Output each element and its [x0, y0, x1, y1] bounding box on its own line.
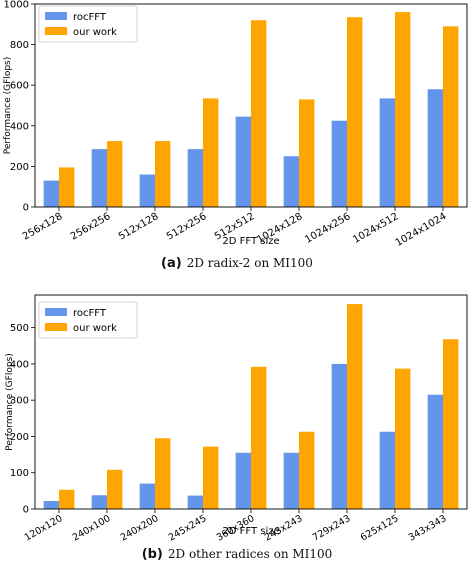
chart-a-legend-label: our work — [73, 27, 117, 38]
chart-b-xtick-label: 625x125 — [359, 513, 401, 543]
chart-a-ytick-label: 1000 — [4, 0, 29, 11]
chart-a-bar-ourwork — [155, 141, 171, 207]
chart-a-bar-ourwork — [203, 98, 219, 207]
chart-a-bar-rocfft — [235, 116, 251, 207]
chart-a-bar-ourwork — [59, 167, 75, 207]
chart-a-xlabel: 2D FFT size — [222, 236, 279, 247]
chart-a-legend-label: rocFFT — [73, 12, 107, 23]
chart-b-ytick-label: 0 — [23, 505, 29, 516]
chart-a-xtick-label: 256x256 — [69, 211, 113, 243]
chart-a-xtick-label: 1024x256 — [303, 211, 352, 246]
caption-a-text: 2D radix-2 on MI100 — [186, 256, 313, 270]
chart-a-xtick-label: 256x128 — [21, 211, 65, 243]
chart-b-bar-ourwork — [347, 304, 363, 509]
chart-b-bar-ourwork — [299, 431, 315, 509]
chart-b-legend-swatch — [45, 323, 67, 331]
chart-a-bar-rocfft — [283, 156, 299, 207]
chart-b-legend-label: rocFFT — [73, 308, 107, 319]
chart-a-ytick-label: 0 — [23, 203, 29, 214]
chart-b-xtick-label: 343x343 — [407, 513, 449, 543]
chart-a-ylabel: Performance (GFlops) — [3, 57, 13, 154]
chart-a-legend-swatch — [45, 12, 67, 20]
chart-a-bar-rocfft — [379, 98, 395, 207]
caption-a-label: (a) — [161, 256, 182, 271]
caption-b: (b) 2D other radices on MI100 — [0, 547, 474, 562]
chart-b-xtick-label: 120x120 — [23, 513, 65, 543]
chart-a-ytick-label: 400 — [10, 121, 29, 132]
chart-b-bar-ourwork — [395, 368, 411, 509]
chart-b-bar-ourwork — [155, 438, 171, 509]
chart-a-bar-rocfft — [187, 149, 203, 207]
chart-b-bar-ourwork — [107, 469, 123, 509]
chart-a-axes-frame — [34, 3, 468, 208]
chart-a-ytick-label: 600 — [10, 81, 29, 92]
caption-a: (a) 2D radix-2 on MI100 — [0, 256, 474, 271]
chart-a-bar-ourwork — [107, 141, 123, 207]
chart-a-legend-swatch — [45, 27, 67, 35]
caption-b-label: (b) — [141, 547, 163, 562]
chart-b-axes-frame — [34, 294, 468, 510]
chart-a-xtick-label: 512x128 — [117, 211, 161, 243]
chart-b-bar-rocfft — [283, 452, 299, 509]
chart-b-ytick-label: 300 — [10, 396, 29, 407]
chart-a-bar-ourwork — [251, 20, 267, 207]
chart-b-bar-rocfft — [187, 495, 203, 509]
chart-b-xtick-label: 240x100 — [71, 513, 113, 543]
chart-b-legend-swatch — [45, 308, 67, 316]
chart-a-xtick-label: 1024x1024 — [394, 211, 449, 249]
chart-b-bar-rocfft — [331, 363, 347, 509]
chart-a-xtick-label: 1024x512 — [351, 211, 400, 246]
caption-b-text: 2D other radices on MI100 — [167, 547, 333, 561]
chart-a-ytick-label: 200 — [10, 162, 29, 173]
chart-a-bar-rocfft — [43, 180, 59, 207]
chart-a-bar-rocfft — [91, 149, 107, 207]
chart-b-ytick-label: 200 — [10, 432, 29, 443]
chart-b-bar-rocfft — [379, 431, 395, 509]
chart-b-ytick-label: 500 — [10, 323, 29, 334]
chart-b-ylabel: Performance (GFlops) — [5, 353, 15, 450]
chart-a-bar-ourwork — [347, 17, 363, 207]
chart-b-bar-ourwork — [443, 339, 459, 509]
chart-b-bar-rocfft — [139, 483, 155, 509]
chart-b-bar-ourwork — [203, 446, 219, 509]
chart-a-xtick-label: 512x256 — [165, 211, 209, 243]
chart-b-ytick-label: 400 — [10, 359, 29, 370]
chart-b-bar-rocfft — [43, 501, 59, 509]
chart-b-xtick-label: 729x243 — [311, 513, 353, 543]
chart-b-ytick-label: 100 — [10, 468, 29, 479]
chart-a-bar-rocfft — [331, 120, 347, 207]
chart-b-bar-rocfft — [91, 495, 107, 509]
chart-b-bar-rocfft — [427, 394, 443, 509]
chart-a-bar-ourwork — [443, 26, 459, 207]
chart-b-bar-ourwork — [251, 366, 267, 509]
chart-a-bar-rocfft — [139, 174, 155, 207]
chart-b-xtick-label: 245x245 — [167, 513, 209, 543]
chart-a-bar-ourwork — [395, 12, 411, 208]
chart-a-bar-rocfft — [427, 89, 443, 207]
chart-b-xtick-label: 240x200 — [119, 513, 161, 543]
chart-b-xlabel: 2D FFT size — [222, 526, 279, 537]
chart-b-bar-ourwork — [59, 489, 75, 509]
chart-b-bar-rocfft — [235, 452, 251, 509]
chart-a-ytick-label: 800 — [10, 40, 29, 51]
chart-a-bar-ourwork — [299, 99, 315, 207]
chart-b-legend-label: our work — [73, 323, 117, 334]
